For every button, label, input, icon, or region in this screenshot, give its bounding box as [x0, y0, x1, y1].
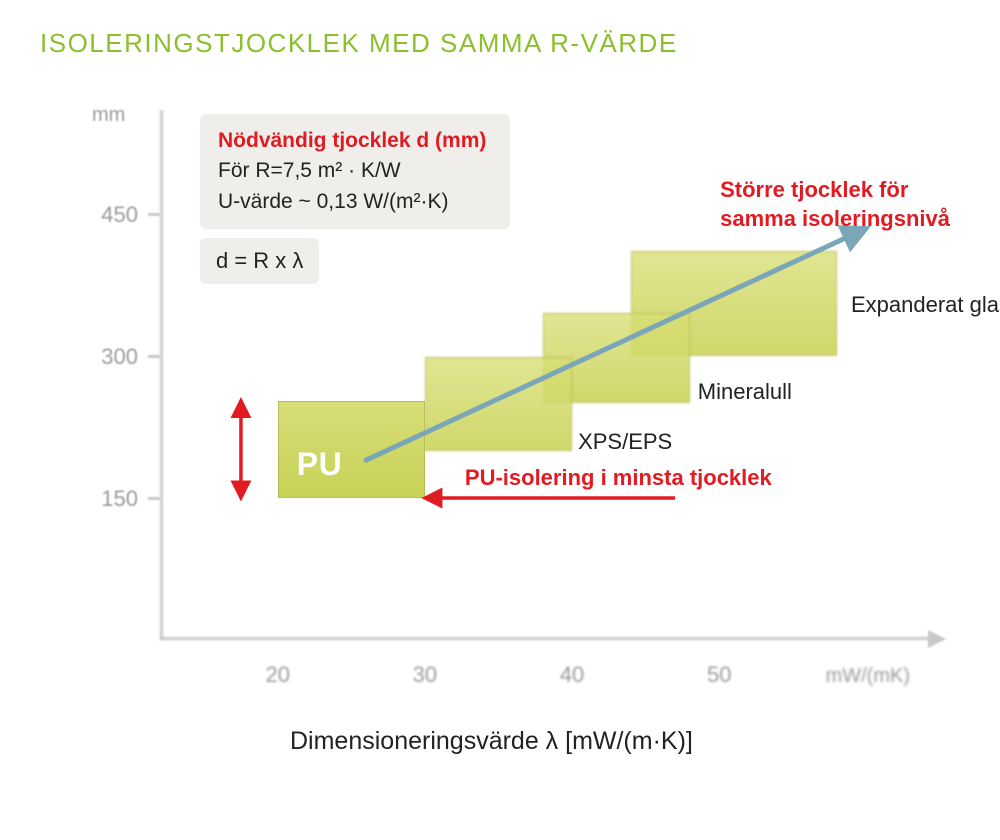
y-axis-unit: mm	[92, 104, 125, 127]
x-tick-label: 20	[265, 662, 289, 688]
x-axis	[160, 637, 940, 640]
x-tick-label: 40	[560, 662, 584, 688]
y-tick-label: 150	[88, 486, 138, 512]
plot-area: mm mW/(mK) 150 300 450 20 30 40 50 PU XP…	[160, 110, 940, 640]
bar-xps-eps	[425, 357, 572, 451]
chart-area: mm mW/(mK) 150 300 450 20 30 40 50 PU XP…	[40, 90, 960, 740]
info-box-line2: För R=7,5 m² · K/W	[218, 156, 492, 186]
y-tick	[148, 213, 160, 216]
bar-label-min: Mineralull	[698, 379, 792, 405]
y-tick-label: 450	[88, 202, 138, 228]
y-tick-label: 300	[88, 344, 138, 370]
annotation-line2: samma isoleringsnivå	[720, 205, 950, 234]
annotation-pu-min: PU-isolering i minsta tjocklek	[465, 464, 772, 493]
x-tick-label: 50	[707, 662, 731, 688]
bar-label-xps: XPS/EPS	[578, 429, 672, 455]
x-tick-label: 30	[413, 662, 437, 688]
chart-title: ISOLERINGSTJOCKLEK MED SAMMA R-VÄRDE	[40, 28, 678, 59]
formula-box: d = R x λ	[200, 238, 319, 284]
annotation-top-right: Större tjocklek för samma isoleringsnivå	[720, 176, 950, 233]
info-box-line3: U-värde ~ 0,13 W/(m²·K)	[218, 187, 492, 217]
y-tick	[148, 497, 160, 500]
y-tick	[148, 355, 160, 358]
info-box-header: Nödvändig tjocklek d (mm)	[218, 126, 492, 156]
x-axis-arrowhead-icon	[928, 630, 946, 648]
bar-label-glas: Expanderat glas	[851, 292, 1000, 318]
y-axis	[160, 110, 163, 640]
info-box: Nödvändig tjocklek d (mm) För R=7,5 m² ·…	[200, 114, 510, 229]
bar-pu-label: PU	[297, 446, 342, 483]
annotation-line1: Större tjocklek för	[720, 176, 950, 205]
bar-pu: PU	[278, 401, 425, 498]
x-axis-caption: Dimensioneringsvärde λ [mW/(m·K)]	[290, 727, 693, 756]
x-axis-unit: mW/(mK)	[826, 665, 910, 688]
